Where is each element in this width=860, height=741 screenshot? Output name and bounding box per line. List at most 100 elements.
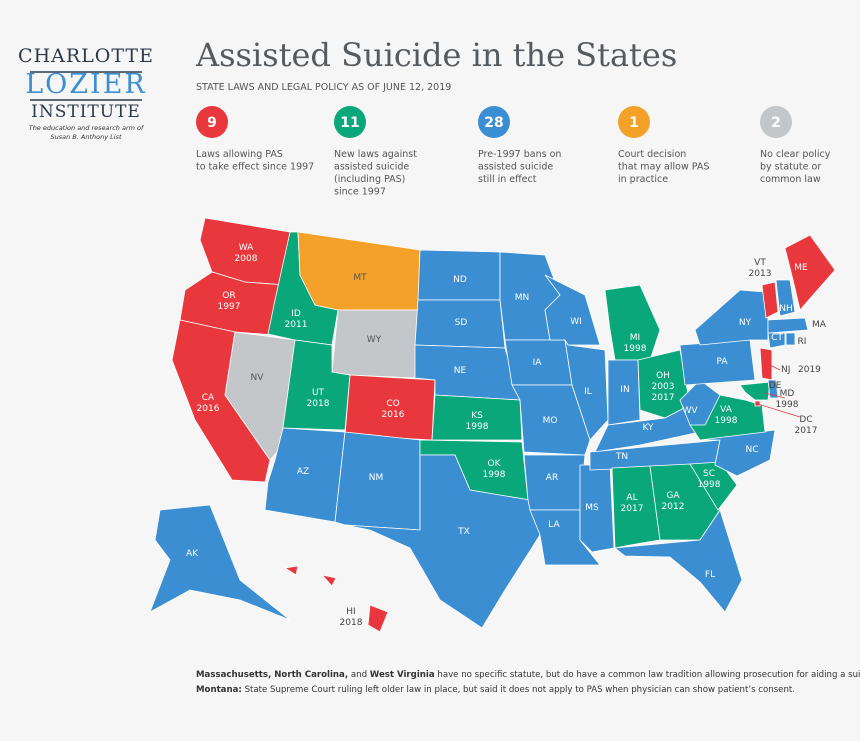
state-shape — [320, 574, 337, 587]
state-label: WY — [367, 335, 382, 345]
logo-tagline: Susan B. Anthony List — [51, 133, 122, 141]
legend-label: to take effect since 1997 — [196, 162, 314, 173]
state-shape — [544, 274, 601, 346]
state-label: SD — [455, 318, 468, 328]
logo-tagline: The education and research arm of — [29, 124, 145, 132]
state-label: OH — [656, 371, 670, 381]
logo-line: INSTITUTE — [31, 102, 141, 122]
state-year: 1998 — [715, 416, 738, 426]
state-year: 2008 — [235, 254, 258, 264]
legend-count: 9 — [207, 115, 217, 131]
state-shape — [784, 234, 836, 311]
state-year: 2019 — [798, 365, 821, 375]
state-label: MO — [543, 416, 558, 426]
legend-count: 11 — [340, 115, 359, 131]
state-year: 2018 — [307, 399, 330, 409]
state-shape — [613, 509, 743, 613]
state-shape — [149, 504, 291, 621]
state-label: HI — [346, 607, 355, 617]
logo-line: CHARLOTTE — [18, 45, 154, 67]
legend-count: 28 — [484, 115, 503, 131]
state-year: 2013 — [749, 269, 772, 279]
state-year: 1998 — [483, 470, 506, 480]
footnote-part: and — [348, 670, 370, 680]
legend-label: by statute or — [760, 162, 821, 173]
state-year: 1998 — [776, 400, 799, 410]
state-label: DC — [799, 415, 812, 425]
state-year: 2012 — [662, 502, 685, 512]
map — [149, 217, 836, 633]
state-label: AL — [626, 493, 637, 503]
state-shape — [564, 339, 609, 441]
state-shape — [759, 347, 773, 381]
legend-count: 2 — [771, 115, 781, 131]
state-year: 2017 — [621, 504, 644, 514]
legend-circle — [478, 106, 510, 138]
footnote: Massachusetts, North Carolina, and West … — [196, 670, 860, 680]
state-label: NC — [745, 445, 758, 455]
state-year: 1998 — [466, 422, 489, 432]
state-label: TX — [457, 527, 470, 537]
footnote-part: Massachusetts, North Carolina, — [196, 670, 348, 680]
state-label: VT — [754, 258, 766, 268]
state-shape — [739, 381, 771, 401]
state-shape — [367, 604, 389, 633]
legend-count: 1 — [629, 115, 639, 131]
state-label: KS — [471, 411, 483, 421]
state-label: CA — [202, 393, 215, 403]
legend-circle — [760, 106, 792, 138]
state-year: 2016 — [197, 404, 220, 414]
legend-label: in practice — [618, 174, 668, 185]
leader-line — [764, 392, 786, 399]
state-label: IN — [620, 385, 629, 395]
legend-label: No clear policy — [760, 149, 831, 160]
state-year: 2011 — [285, 320, 308, 330]
legend-label: assisted suicide — [334, 162, 409, 173]
leader-line — [757, 403, 801, 418]
state-label: NJ — [781, 365, 790, 375]
state-label: ND — [453, 275, 467, 285]
state-label: KY — [642, 423, 654, 433]
legend-label: that may allow PAS — [618, 162, 709, 173]
state-year: 2017 — [652, 393, 675, 403]
state-label: AK — [186, 549, 199, 559]
state-label: IL — [584, 387, 592, 397]
state-label: UT — [312, 388, 325, 398]
state-label: WV — [682, 406, 698, 416]
subtitle: STATE LAWS AND LEGAL POLICY AS OF JUNE 1… — [196, 82, 451, 93]
state-shape — [431, 394, 523, 441]
state-label: MI — [630, 333, 640, 343]
state-label: WI — [570, 317, 582, 327]
footnote-part: West Virginia — [370, 670, 435, 680]
state-label: VA — [720, 405, 733, 415]
state-label: MA — [812, 320, 827, 330]
state-shape — [611, 465, 661, 549]
footnote: Montana: State Supreme Court ruling left… — [196, 685, 795, 695]
legend-label: New laws against — [334, 149, 417, 160]
state-label: ID — [291, 309, 301, 319]
state-label: NM — [369, 473, 384, 483]
state-label: GA — [666, 491, 680, 501]
state-year: 1998 — [624, 344, 647, 354]
state-label: TN — [615, 452, 628, 462]
state-label: RI — [798, 337, 807, 347]
state-year: 1997 — [218, 302, 241, 312]
state-shape — [767, 317, 809, 334]
state-shape — [694, 289, 769, 346]
state-label: CO — [386, 399, 399, 409]
state-label: NV — [251, 373, 265, 383]
legend-label: (including PAS) — [334, 174, 405, 185]
state-shape — [283, 565, 299, 576]
state-label: DE — [769, 381, 782, 391]
footnote-part: have no specific statute, but do have a … — [435, 670, 860, 680]
state-label: MT — [353, 273, 367, 283]
state-label: CT — [771, 333, 783, 343]
state-year: 2018 — [340, 618, 363, 628]
legend-label: common law — [760, 174, 821, 185]
state-shape — [689, 461, 738, 511]
state-shape — [775, 279, 796, 317]
state-shape — [767, 332, 786, 349]
state-label: SC — [703, 469, 715, 479]
